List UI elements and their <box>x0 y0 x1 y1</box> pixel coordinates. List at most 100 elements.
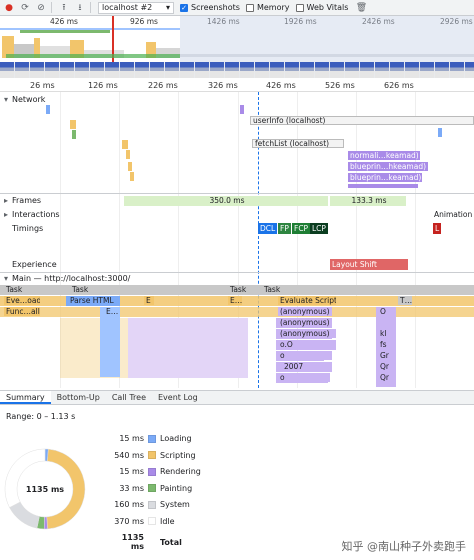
call-right[interactable]: O <box>378 307 392 316</box>
track-interactions[interactable]: ▸ Interactions <box>4 210 60 219</box>
upload-icon[interactable]: ⭱ <box>62 2 66 13</box>
network-request[interactable] <box>46 105 50 114</box>
screenshot-thumbnail[interactable] <box>435 62 449 78</box>
evaluate-script[interactable]: Evaluate Script <box>278 296 336 305</box>
evaluate-short[interactable]: E… <box>104 307 118 316</box>
record-icon[interactable]: ● <box>5 2 13 13</box>
network-request[interactable] <box>130 172 134 181</box>
network-request-fetchlist[interactable]: fetchList (localhost) <box>252 139 344 148</box>
screenshot-thumbnail[interactable] <box>105 62 119 78</box>
trash-icon[interactable]: 🗑 <box>355 2 368 13</box>
call-right[interactable]: fs <box>378 340 392 349</box>
call-o[interactable]: o <box>278 351 332 360</box>
tab-bottom-up[interactable]: Bottom-Up <box>56 393 100 402</box>
network-request[interactable] <box>128 162 132 171</box>
task-event[interactable]: Task <box>262 285 302 294</box>
screenshot-thumbnail[interactable] <box>405 62 419 78</box>
timeline-overview[interactable]: 426 ms 926 ms 1426 ms 1926 ms 2426 ms 29… <box>0 16 474 78</box>
tab-summary[interactable]: Summary <box>0 391 51 404</box>
network-request[interactable] <box>122 140 128 149</box>
parse-html[interactable]: Parse HTML <box>68 296 120 305</box>
screenshot-thumbnail[interactable] <box>360 62 374 78</box>
screenshot-thumbnail[interactable] <box>30 62 44 78</box>
anonymous-call[interactable]: (anonymous) <box>278 318 332 327</box>
screenshot-thumbnail[interactable] <box>390 62 404 78</box>
event-load[interactable]: Eve…oad <box>4 296 40 305</box>
screenshot-thumbnail[interactable] <box>120 62 134 78</box>
track-timings[interactable]: Timings <box>4 224 43 233</box>
screenshot-thumbnail[interactable] <box>345 62 359 78</box>
network-request[interactable] <box>72 130 76 139</box>
function-call[interactable]: Func…all <box>4 307 40 316</box>
screenshot-thumbnail[interactable] <box>60 62 74 78</box>
frame-350ms[interactable]: 350.0 ms <box>124 196 328 206</box>
screenshot-thumbnail[interactable] <box>420 62 434 78</box>
memory-checkbox[interactable]: Memory <box>245 3 290 12</box>
screenshot-thumbnail[interactable] <box>150 62 164 78</box>
screenshot-thumbnail[interactable] <box>315 62 329 78</box>
screenshot-thumbnail[interactable] <box>330 62 344 78</box>
reload-icon[interactable]: ⟳ <box>21 2 29 13</box>
screenshot-thumbnail[interactable] <box>255 62 269 78</box>
anonymous-call[interactable]: (anonymous) <box>278 307 332 316</box>
anonymous-call[interactable]: (anonymous) <box>278 329 336 338</box>
timing-dcl[interactable]: DCL <box>258 223 278 234</box>
tab-call-tree[interactable]: Call Tree <box>111 393 146 402</box>
call-right[interactable]: Gr <box>378 351 392 360</box>
evaluate-dots[interactable]: E… <box>228 296 242 305</box>
network-request[interactable]: normali…keamad) <box>348 151 420 160</box>
task-event[interactable]: Task <box>228 285 258 294</box>
timing-load[interactable]: L <box>433 223 442 234</box>
call-2007[interactable]: 2007 <box>282 362 332 371</box>
network-request[interactable] <box>126 150 130 159</box>
screenshot-thumbnail[interactable] <box>375 62 389 78</box>
screenshot-thumbnail[interactable] <box>75 62 89 78</box>
task-event[interactable]: Task <box>70 285 110 294</box>
task-event[interactable]: Task <box>4 285 44 294</box>
call-right[interactable]: kl <box>378 329 392 338</box>
screenshot-thumbnail[interactable] <box>90 62 104 78</box>
screenshot-thumbnail[interactable] <box>225 62 239 78</box>
screenshot-thumbnail[interactable] <box>135 62 149 78</box>
screenshot-thumbnail[interactable] <box>465 62 474 78</box>
timing-fcp[interactable]: FCP <box>292 223 311 234</box>
track-network[interactable]: ▾ Network <box>4 95 45 104</box>
network-request[interactable]: blueprin…hkeamad) <box>348 162 428 171</box>
call-o[interactable]: o <box>278 373 330 382</box>
call-right[interactable]: Qr <box>378 362 392 371</box>
screenshot-thumbnail[interactable] <box>45 62 59 78</box>
screenshot-thumbnail[interactable] <box>195 62 209 78</box>
task-dots[interactable]: T… <box>398 296 412 305</box>
timing-lcp[interactable]: LCP <box>310 223 328 234</box>
download-icon[interactable]: ⭳ <box>78 2 82 13</box>
call-oo[interactable]: o.O <box>278 340 324 349</box>
screenshot-thumbnail[interactable] <box>300 62 314 78</box>
track-experience[interactable]: Experience <box>4 260 57 269</box>
network-request-userinfo[interactable]: userInfo (localhost) <box>250 116 474 125</box>
screenshot-thumbnail[interactable] <box>15 62 29 78</box>
timing-fp[interactable]: FP <box>278 223 291 234</box>
network-request[interactable] <box>70 120 76 129</box>
profile-select[interactable]: localhost #2 ▾ <box>98 1 174 14</box>
call-right[interactable]: Qr <box>378 373 392 382</box>
network-request[interactable] <box>438 128 442 137</box>
screenshot-thumbnail[interactable] <box>240 62 254 78</box>
screenshot-thumbnail[interactable] <box>285 62 299 78</box>
frame-133ms[interactable]: 133.3 ms <box>330 196 406 206</box>
network-request[interactable] <box>348 184 418 188</box>
animation-event[interactable]: Animation <box>434 210 473 219</box>
network-request[interactable] <box>240 105 244 114</box>
screenshot-filmstrip[interactable] <box>0 62 474 78</box>
screenshot-thumbnail[interactable] <box>0 62 14 78</box>
track-frames[interactable]: ▸ Frames <box>4 196 41 205</box>
screenshot-thumbnail[interactable] <box>270 62 284 78</box>
webvitals-checkbox[interactable]: Web Vitals <box>295 3 348 12</box>
screenshot-thumbnail[interactable] <box>165 62 179 78</box>
screenshots-checkbox[interactable]: ✓ Screenshots <box>180 3 240 12</box>
screenshot-thumbnail[interactable] <box>450 62 464 78</box>
layout-shift[interactable]: Layout Shift <box>330 259 408 270</box>
evaluate-short[interactable]: E <box>144 296 154 305</box>
screenshot-thumbnail[interactable] <box>180 62 194 78</box>
tab-event-log[interactable]: Event Log <box>158 393 198 402</box>
network-request[interactable]: blueprin…keamad) <box>348 173 422 182</box>
